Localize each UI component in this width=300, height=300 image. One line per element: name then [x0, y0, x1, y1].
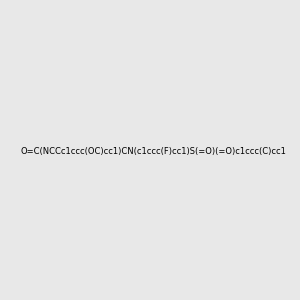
Text: O=C(NCCc1ccc(OC)cc1)CN(c1ccc(F)cc1)S(=O)(=O)c1ccc(C)cc1: O=C(NCCc1ccc(OC)cc1)CN(c1ccc(F)cc1)S(=O)… — [21, 147, 287, 156]
